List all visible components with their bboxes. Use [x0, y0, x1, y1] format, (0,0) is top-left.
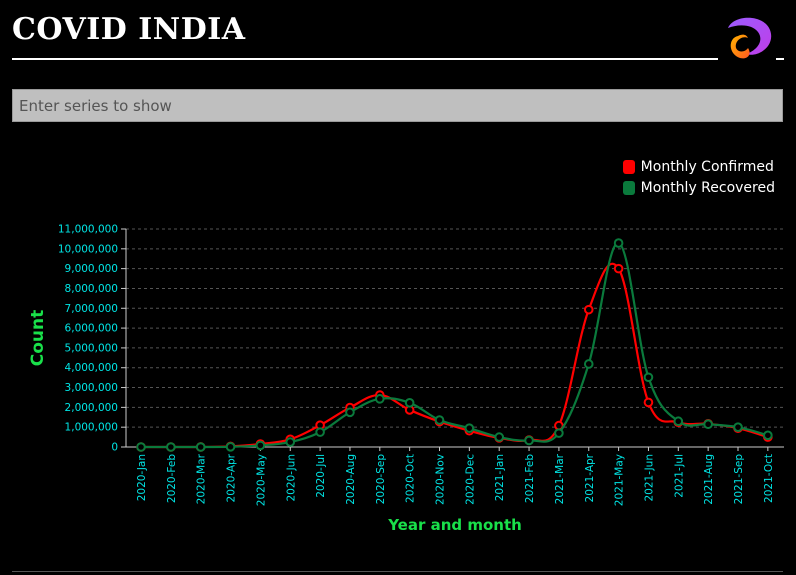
- x-tick-label: 2020-Nov: [435, 454, 447, 505]
- x-axis-title: Year and month: [387, 516, 522, 534]
- x-tick-label: 2020-Jun: [285, 454, 297, 502]
- y-tick-label: 0: [111, 442, 118, 454]
- x-tick-label: 2021-Mar: [554, 453, 566, 504]
- data-point-recovered: [643, 372, 654, 383]
- bottom-divider: [12, 571, 783, 572]
- x-tick-label: 2021-Oct: [763, 454, 775, 503]
- x-tick-label: 2020-Sep: [375, 454, 387, 505]
- x-tick-label: 2020-Oct: [405, 454, 417, 503]
- x-tick-label: 2021-Jun: [643, 454, 655, 502]
- data-point-recovered: [166, 442, 176, 452]
- data-point-recovered: [673, 416, 684, 427]
- y-tick-label: 11,000,000: [58, 224, 118, 236]
- x-tick-label: 2021-Feb: [524, 454, 536, 503]
- chart-legend: Monthly Confirmed Monthly Recovered: [622, 156, 775, 198]
- y-tick-label: 8,000,000: [65, 283, 118, 295]
- data-point-recovered: [136, 442, 146, 452]
- y-tick-label: 1,000,000: [65, 422, 118, 434]
- x-tick-label: 2021-Jul: [673, 454, 685, 498]
- x-tick-label: 2020-Feb: [166, 454, 178, 503]
- series-line-recovered: [141, 241, 769, 449]
- series-search-input[interactable]: [12, 89, 783, 122]
- app-logo-icon: [728, 17, 772, 59]
- data-point-recovered: [375, 394, 385, 404]
- data-point-confirmed: [583, 304, 594, 315]
- data-point-recovered: [494, 432, 505, 442]
- data-point-recovered: [404, 398, 415, 408]
- x-tick-label: 2020-May: [255, 454, 267, 506]
- data-point-recovered: [315, 427, 325, 437]
- data-point-recovered: [285, 437, 296, 447]
- data-point-recovered: [255, 440, 266, 451]
- x-tick-label: 2021-Apr: [584, 453, 596, 502]
- y-tick-label: 10,000,000: [58, 243, 118, 255]
- legend-label-recovered: Monthly Recovered: [640, 179, 775, 196]
- x-tick-label: 2021-Aug: [703, 454, 715, 505]
- title-divider-tail: [776, 58, 784, 60]
- data-point-recovered: [583, 359, 594, 369]
- data-point-recovered: [434, 415, 445, 425]
- legend-swatch-confirmed: [622, 159, 635, 174]
- x-tick-label: 2021-Sep: [733, 454, 745, 505]
- data-point-recovered: [464, 423, 475, 433]
- y-tick-label: 6,000,000: [65, 323, 118, 335]
- legend-item-confirmed[interactable]: Monthly Confirmed: [622, 156, 775, 177]
- data-point-recovered: [345, 407, 355, 418]
- x-tick-label: 2020-Dec: [464, 454, 476, 505]
- data-point-recovered: [554, 428, 564, 438]
- data-point-confirmed: [643, 397, 654, 408]
- legend-swatch-recovered: [622, 180, 635, 195]
- data-point-confirmed: [613, 263, 624, 274]
- y-tick-label: 2,000,000: [65, 402, 118, 414]
- y-axis-title: Count: [28, 310, 48, 367]
- x-tick-label: 2021-May: [614, 454, 626, 506]
- y-tick-label: 3,000,000: [65, 382, 118, 394]
- x-tick-label: 2020-Jul: [315, 454, 327, 498]
- page-title: COVID INDIA: [12, 12, 246, 47]
- y-tick-label: 7,000,000: [65, 303, 118, 315]
- data-point-recovered: [195, 442, 206, 452]
- y-tick-label: 4,000,000: [65, 362, 118, 374]
- y-tick-label: 5,000,000: [65, 342, 118, 354]
- x-tick-label: 2020-Apr: [226, 453, 238, 502]
- header: COVID INDIA: [12, 0, 784, 60]
- x-tick-label: 2021-Jan: [494, 454, 506, 501]
- data-point-recovered: [613, 238, 624, 248]
- data-point-recovered: [763, 430, 773, 441]
- x-tick-label: 2020-Aug: [345, 454, 357, 505]
- data-point-recovered: [524, 435, 534, 446]
- x-tick-label: 2020-Mar: [196, 453, 208, 504]
- y-tick-label: 9,000,000: [65, 263, 118, 275]
- data-point-recovered: [225, 442, 236, 452]
- x-tick-label: 2020-Jan: [136, 454, 148, 501]
- data-point-recovered: [703, 419, 713, 430]
- data-point-recovered: [733, 422, 743, 432]
- legend-label-confirmed: Monthly Confirmed: [640, 158, 774, 175]
- legend-item-recovered[interactable]: Monthly Recovered: [622, 177, 775, 198]
- title-divider: [12, 58, 718, 60]
